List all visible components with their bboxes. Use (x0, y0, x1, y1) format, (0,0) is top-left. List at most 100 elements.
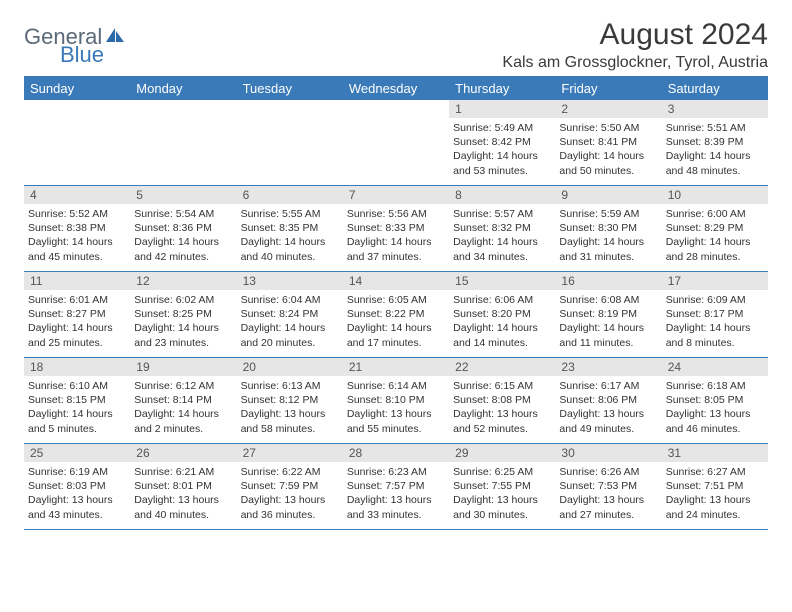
day-ss: Sunset: 8:19 PM (559, 307, 657, 321)
day-number: 30 (555, 444, 661, 462)
day-dl2: and 27 minutes. (559, 508, 657, 522)
day-header-tue: Tuesday (237, 76, 343, 100)
day-dl1: Daylight: 13 hours (134, 493, 232, 507)
day-info: Sunrise: 6:15 AMSunset: 8:08 PMDaylight:… (449, 376, 555, 439)
day-sr: Sunrise: 5:57 AM (453, 207, 551, 221)
day-sr: Sunrise: 5:54 AM (134, 207, 232, 221)
day-cell: 4 Sunrise: 5:52 AMSunset: 8:38 PMDaylight… (24, 186, 130, 272)
day-cell: 22Sunrise: 6:15 AMSunset: 8:08 PMDayligh… (449, 358, 555, 444)
day-ss: Sunset: 8:05 PM (666, 393, 764, 407)
day-dl1: Daylight: 14 hours (559, 321, 657, 335)
day-cell: 16Sunrise: 6:08 AMSunset: 8:19 PMDayligh… (555, 272, 661, 358)
day-dl2: and 37 minutes. (347, 250, 445, 264)
day-dl2: and 25 minutes. (28, 336, 126, 350)
day-dl2: and 46 minutes. (666, 422, 764, 436)
day-sr: Sunrise: 6:15 AM (453, 379, 551, 393)
day-dl2: and 23 minutes. (134, 336, 232, 350)
day-info: Sunrise: 6:01 AMSunset: 8:27 PMDaylight:… (24, 290, 130, 353)
day-sr: Sunrise: 6:26 AM (559, 465, 657, 479)
day-dl1: Daylight: 14 hours (559, 235, 657, 249)
day-number: 17 (662, 272, 768, 290)
day-dl2: and 8 minutes. (666, 336, 764, 350)
day-ss: Sunset: 8:24 PM (241, 307, 339, 321)
day-cell: 17Sunrise: 6:09 AMSunset: 8:17 PMDayligh… (662, 272, 768, 358)
day-ss: Sunset: 7:53 PM (559, 479, 657, 493)
day-cell: 31Sunrise: 6:27 AMSunset: 7:51 PMDayligh… (662, 444, 768, 530)
day-dl1: Daylight: 14 hours (453, 321, 551, 335)
day-info: Sunrise: 5:50 AMSunset: 8:41 PMDaylight:… (555, 118, 661, 181)
day-dl2: and 58 minutes. (241, 422, 339, 436)
day-number: 26 (130, 444, 236, 462)
day-cell: 26Sunrise: 6:21 AMSunset: 8:01 PMDayligh… (130, 444, 236, 530)
day-number: 22 (449, 358, 555, 376)
day-cell: 15Sunrise: 6:06 AMSunset: 8:20 PMDayligh… (449, 272, 555, 358)
day-info: Sunrise: 6:04 AMSunset: 8:24 PMDaylight:… (237, 290, 343, 353)
day-info: Sunrise: 6:25 AMSunset: 7:55 PMDaylight:… (449, 462, 555, 525)
day-cell: 19Sunrise: 6:12 AMSunset: 8:14 PMDayligh… (130, 358, 236, 444)
day-dl1: Daylight: 14 hours (241, 235, 339, 249)
day-info: Sunrise: 5:57 AMSunset: 8:32 PMDaylight:… (449, 204, 555, 267)
day-number: 11 (24, 272, 130, 290)
day-header-thu: Thursday (449, 76, 555, 100)
day-ss: Sunset: 8:27 PM (28, 307, 126, 321)
day-ss: Sunset: 7:51 PM (666, 479, 764, 493)
day-cell (24, 100, 130, 186)
day-dl2: and 55 minutes. (347, 422, 445, 436)
day-number: 9 (555, 186, 661, 204)
day-ss: Sunset: 8:01 PM (134, 479, 232, 493)
day-sr: Sunrise: 5:55 AM (241, 207, 339, 221)
day-dl1: Daylight: 13 hours (347, 407, 445, 421)
day-ss: Sunset: 8:36 PM (134, 221, 232, 235)
day-dl1: Daylight: 14 hours (134, 321, 232, 335)
day-info: Sunrise: 6:05 AMSunset: 8:22 PMDaylight:… (343, 290, 449, 353)
day-number: 24 (662, 358, 768, 376)
day-ss: Sunset: 8:03 PM (28, 479, 126, 493)
day-dl2: and 31 minutes. (559, 250, 657, 264)
day-number: 25 (24, 444, 130, 462)
day-cell: 8Sunrise: 5:57 AMSunset: 8:32 PMDaylight… (449, 186, 555, 272)
day-sr: Sunrise: 6:14 AM (347, 379, 445, 393)
day-dl2: and 53 minutes. (453, 164, 551, 178)
day-dl1: Daylight: 14 hours (347, 321, 445, 335)
day-cell: 1Sunrise: 5:49 AMSunset: 8:42 PMDaylight… (449, 100, 555, 186)
day-ss: Sunset: 8:38 PM (28, 221, 126, 235)
day-dl1: Daylight: 13 hours (559, 493, 657, 507)
day-cell: 29Sunrise: 6:25 AMSunset: 7:55 PMDayligh… (449, 444, 555, 530)
day-sr: Sunrise: 6:06 AM (453, 293, 551, 307)
day-dl2: and 20 minutes. (241, 336, 339, 350)
day-number: 15 (449, 272, 555, 290)
day-number: 16 (555, 272, 661, 290)
day-number: 4 (24, 186, 130, 204)
day-info: Sunrise: 6:18 AMSunset: 8:05 PMDaylight:… (662, 376, 768, 439)
day-dl2: and 24 minutes. (666, 508, 764, 522)
day-info: Sunrise: 5:56 AMSunset: 8:33 PMDaylight:… (343, 204, 449, 267)
day-number: 12 (130, 272, 236, 290)
day-info: Sunrise: 5:54 AMSunset: 8:36 PMDaylight:… (130, 204, 236, 267)
day-cell (130, 100, 236, 186)
day-dl2: and 43 minutes. (28, 508, 126, 522)
day-ss: Sunset: 7:57 PM (347, 479, 445, 493)
day-sr: Sunrise: 5:59 AM (559, 207, 657, 221)
day-info: Sunrise: 6:12 AMSunset: 8:14 PMDaylight:… (130, 376, 236, 439)
day-dl2: and 11 minutes. (559, 336, 657, 350)
day-info: Sunrise: 5:51 AMSunset: 8:39 PMDaylight:… (662, 118, 768, 181)
day-info: Sunrise: 6:21 AMSunset: 8:01 PMDaylight:… (130, 462, 236, 525)
day-dl1: Daylight: 13 hours (666, 407, 764, 421)
day-dl2: and 40 minutes. (241, 250, 339, 264)
day-header-wed: Wednesday (343, 76, 449, 100)
day-dl1: Daylight: 13 hours (453, 407, 551, 421)
day-ss: Sunset: 8:06 PM (559, 393, 657, 407)
day-sr: Sunrise: 5:52 AM (28, 207, 126, 221)
day-header-fri: Friday (555, 76, 661, 100)
day-dl2: and 50 minutes. (559, 164, 657, 178)
day-dl1: Daylight: 14 hours (28, 321, 126, 335)
day-info: Sunrise: 6:09 AMSunset: 8:17 PMDaylight:… (662, 290, 768, 353)
day-info: Sunrise: 6:10 AMSunset: 8:15 PMDaylight:… (24, 376, 130, 439)
day-ss: Sunset: 8:42 PM (453, 135, 551, 149)
day-number: 10 (662, 186, 768, 204)
day-dl1: Daylight: 14 hours (28, 235, 126, 249)
day-number: 18 (24, 358, 130, 376)
day-number: 29 (449, 444, 555, 462)
day-info: Sunrise: 6:19 AMSunset: 8:03 PMDaylight:… (24, 462, 130, 525)
day-number: 27 (237, 444, 343, 462)
